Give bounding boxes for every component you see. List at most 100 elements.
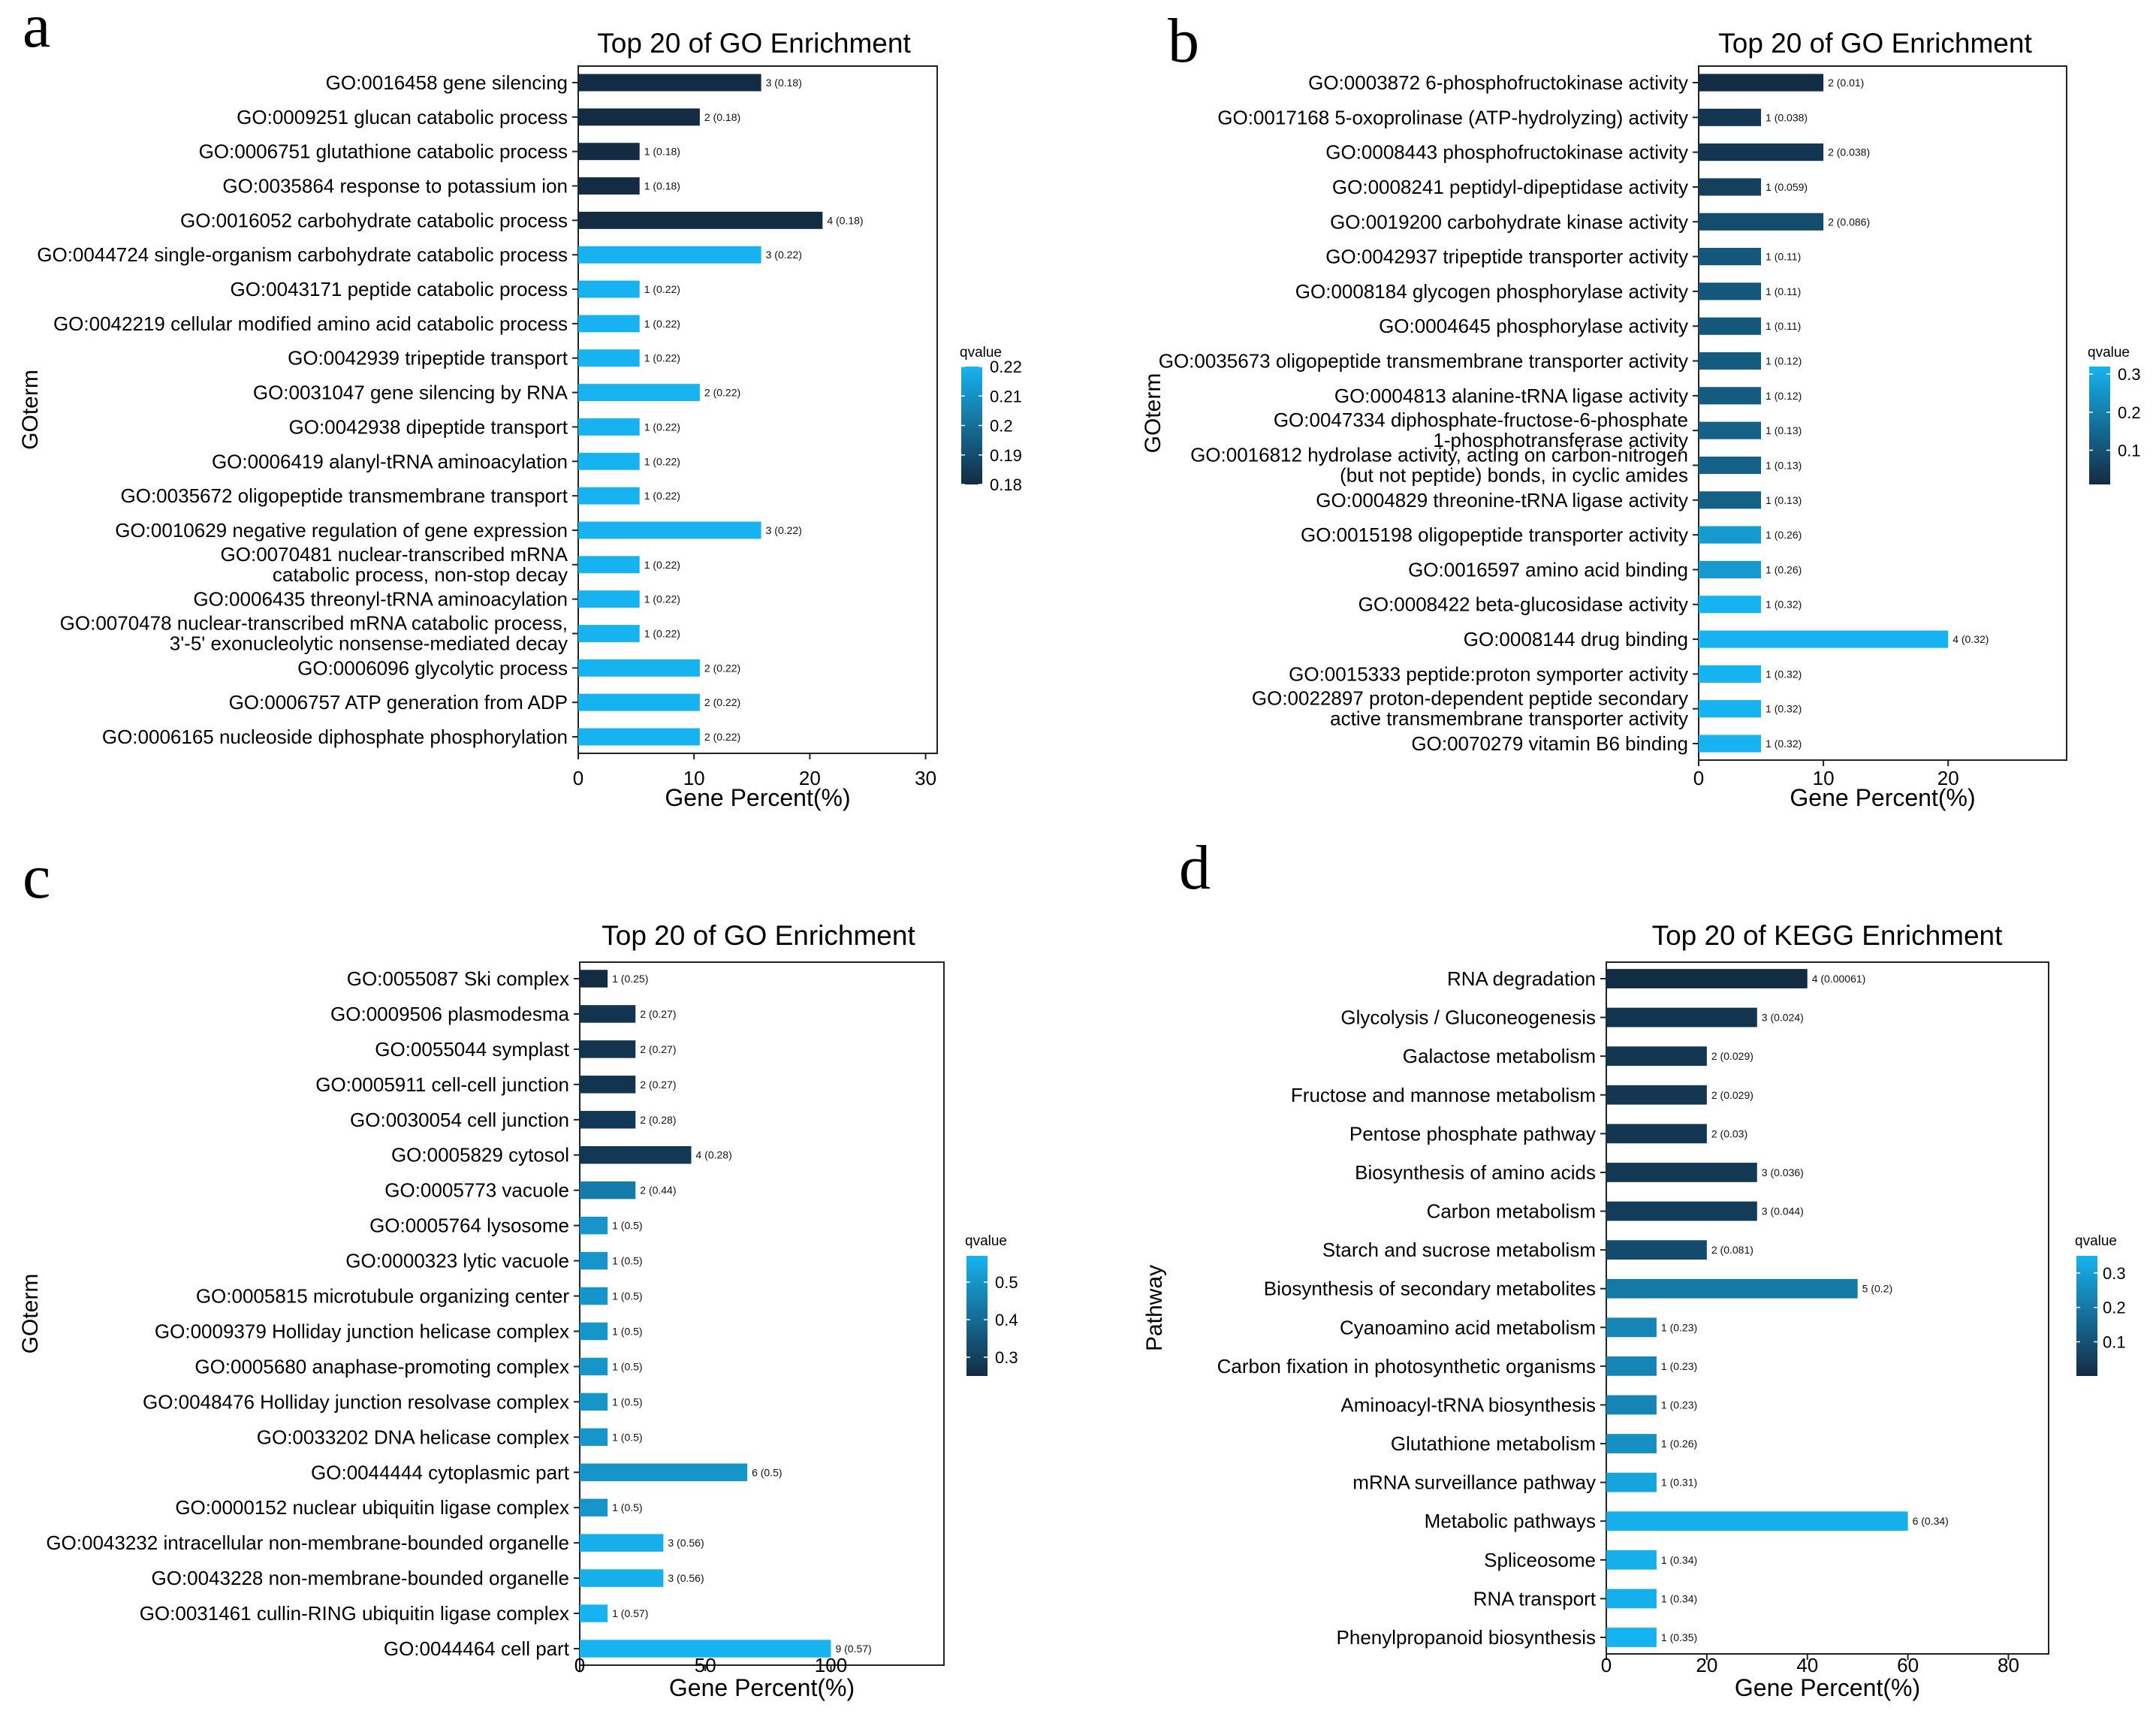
bar	[1606, 1511, 1908, 1531]
data-label: 1 (0.26)	[1766, 529, 1802, 541]
data-label: 1 (0.5)	[612, 1290, 642, 1302]
x-tick-label: 20	[799, 767, 821, 789]
legend-tick-label: 0.3	[995, 1348, 1018, 1367]
bar	[1699, 108, 1762, 126]
chart-title: Top 20 of GO Enrichment	[597, 28, 911, 59]
data-label: 1 (0.22)	[644, 455, 680, 467]
legend-tick-label: 0.19	[990, 446, 1022, 465]
data-label: 2 (0.086)	[1828, 216, 1870, 228]
bar	[1699, 282, 1762, 300]
category-label: catabolic process, non-stop decay	[273, 563, 568, 586]
data-label: 2 (0.029)	[1711, 1050, 1753, 1062]
plot-frame	[577, 65, 938, 754]
bar	[578, 177, 640, 195]
data-label: 1 (0.23)	[1661, 1360, 1697, 1372]
category-label: GO:0042938 dipeptide transport	[289, 415, 568, 438]
bar	[1699, 735, 1762, 753]
bar	[1699, 560, 1762, 578]
category-label: GO:0006751 glutathione catabolic process	[199, 140, 568, 163]
category-label: GO:0044464 cell part	[384, 1637, 570, 1660]
category-label: GO:0042219 cellular modified amino acid …	[53, 312, 568, 335]
legend-colorbar	[2076, 1256, 2097, 1376]
category-label: GO:0042937 tripeptide transporter activi…	[1325, 246, 1688, 268]
data-label: 2 (0.081)	[1711, 1244, 1753, 1256]
category-label: GO:0043232 intracellular non-membrane-bo…	[46, 1531, 569, 1554]
data-label: 1 (0.32)	[1766, 738, 1802, 750]
x-tick-label: 0	[1601, 1654, 1612, 1676]
category-label: Metabolic pathways	[1425, 1510, 1596, 1532]
legend-colorbar	[2089, 367, 2110, 484]
category-label: GO:0035673 oligopeptide transmembrane tr…	[1159, 350, 1688, 373]
category-label: RNA transport	[1473, 1587, 1597, 1610]
bar	[1699, 74, 1824, 92]
data-label: 1 (0.22)	[644, 593, 680, 605]
data-label: 5 (0.2)	[1862, 1283, 1892, 1295]
data-label: 1 (0.34)	[1661, 1554, 1697, 1566]
legend-tick-label: 0.2	[990, 417, 1013, 436]
bar	[1699, 596, 1762, 614]
category-label: GO:0016458 gene silencing	[326, 71, 568, 94]
bar	[1699, 317, 1762, 335]
data-label: 1 (0.5)	[612, 1220, 642, 1232]
category-label: GO:0009251 glucan catabolic process	[237, 106, 568, 128]
bar	[580, 1569, 664, 1587]
x-tick-label: 60	[1897, 1654, 1919, 1676]
x-tick-label: 0	[573, 767, 583, 789]
bar	[580, 1005, 636, 1023]
bar	[580, 1146, 692, 1164]
x-tick-label: 10	[683, 767, 705, 789]
data-label: 2 (0.22)	[704, 696, 740, 708]
data-label: 2 (0.22)	[704, 387, 740, 399]
category-label: Carbon fixation in photosynthetic organi…	[1217, 1355, 1596, 1377]
category-label: GO:0042939 tripeptide transport	[288, 347, 568, 370]
bar	[1699, 526, 1762, 544]
bar	[1699, 630, 1949, 648]
bar	[580, 1322, 608, 1341]
data-label: 1 (0.31)	[1661, 1477, 1697, 1489]
bar	[1699, 665, 1762, 683]
bar	[578, 418, 640, 436]
panel-letter-a: a	[23, 0, 50, 61]
legend-tick-label: 0.21	[990, 387, 1022, 406]
category-label: 3'-5' exonucleolytic nonsense-mediated d…	[170, 632, 568, 654]
category-label: GO:0044724 single-organism carbohydrate …	[37, 243, 568, 266]
category-label: GO:0008443 phosphofructokinase activity	[1325, 141, 1688, 164]
category-label: RNA degradation	[1447, 967, 1596, 990]
bar	[1606, 1007, 1757, 1027]
category-label: GO:0004645 phosphorylase activity	[1379, 315, 1688, 337]
data-label: 2 (0.44)	[640, 1184, 676, 1196]
category-label: GO:0000152 nuclear ubiquitin ligase comp…	[175, 1496, 569, 1519]
bar	[578, 280, 640, 298]
x-tick-label: 30	[915, 767, 936, 789]
legend-tick-label: 0.22	[990, 358, 1022, 376]
category-label: GO:0004813 alanine-tRNA ligase activity	[1334, 385, 1688, 407]
category-label: GO:0005829 cytosol	[391, 1144, 569, 1166]
data-label: 2 (0.28)	[640, 1114, 676, 1126]
legend-title: qvalue	[960, 345, 1002, 361]
category-label: GO:0070481 nuclear-transcribed mRNA	[221, 543, 568, 566]
data-label: 3 (0.22)	[766, 524, 802, 536]
data-label: 3 (0.22)	[766, 249, 802, 261]
data-label: 1 (0.57)	[612, 1607, 648, 1619]
bar	[578, 728, 700, 746]
bar	[1699, 387, 1762, 405]
category-label: GO:0009379 Holliday junction helicase co…	[155, 1320, 569, 1342]
x-tick-label: 40	[1796, 1654, 1818, 1676]
bar	[1606, 1278, 1858, 1299]
data-label: 1 (0.23)	[1661, 1321, 1697, 1333]
category-label: GO:0055044 symplast	[375, 1038, 569, 1061]
x-tick-label: 20	[1696, 1654, 1717, 1676]
category-label: GO:0016052 carbohydrate catabolic proces…	[180, 209, 568, 231]
bar	[580, 970, 608, 988]
data-label: 1 (0.32)	[1766, 599, 1802, 611]
x-axis-label: Gene Percent(%)	[1790, 784, 1975, 811]
bar	[1606, 1046, 1707, 1067]
bar	[1699, 248, 1762, 266]
data-label: 1 (0.11)	[1766, 285, 1801, 297]
legend-title: qvalue	[2075, 1233, 2117, 1249]
category-label: GO:0047334 diphosphate-fructose-6-phosph…	[1274, 409, 1688, 431]
category-label: Starch and sucrose metabolism	[1322, 1239, 1596, 1261]
bar	[1699, 352, 1762, 370]
data-label: 4 (0.28)	[696, 1149, 732, 1161]
